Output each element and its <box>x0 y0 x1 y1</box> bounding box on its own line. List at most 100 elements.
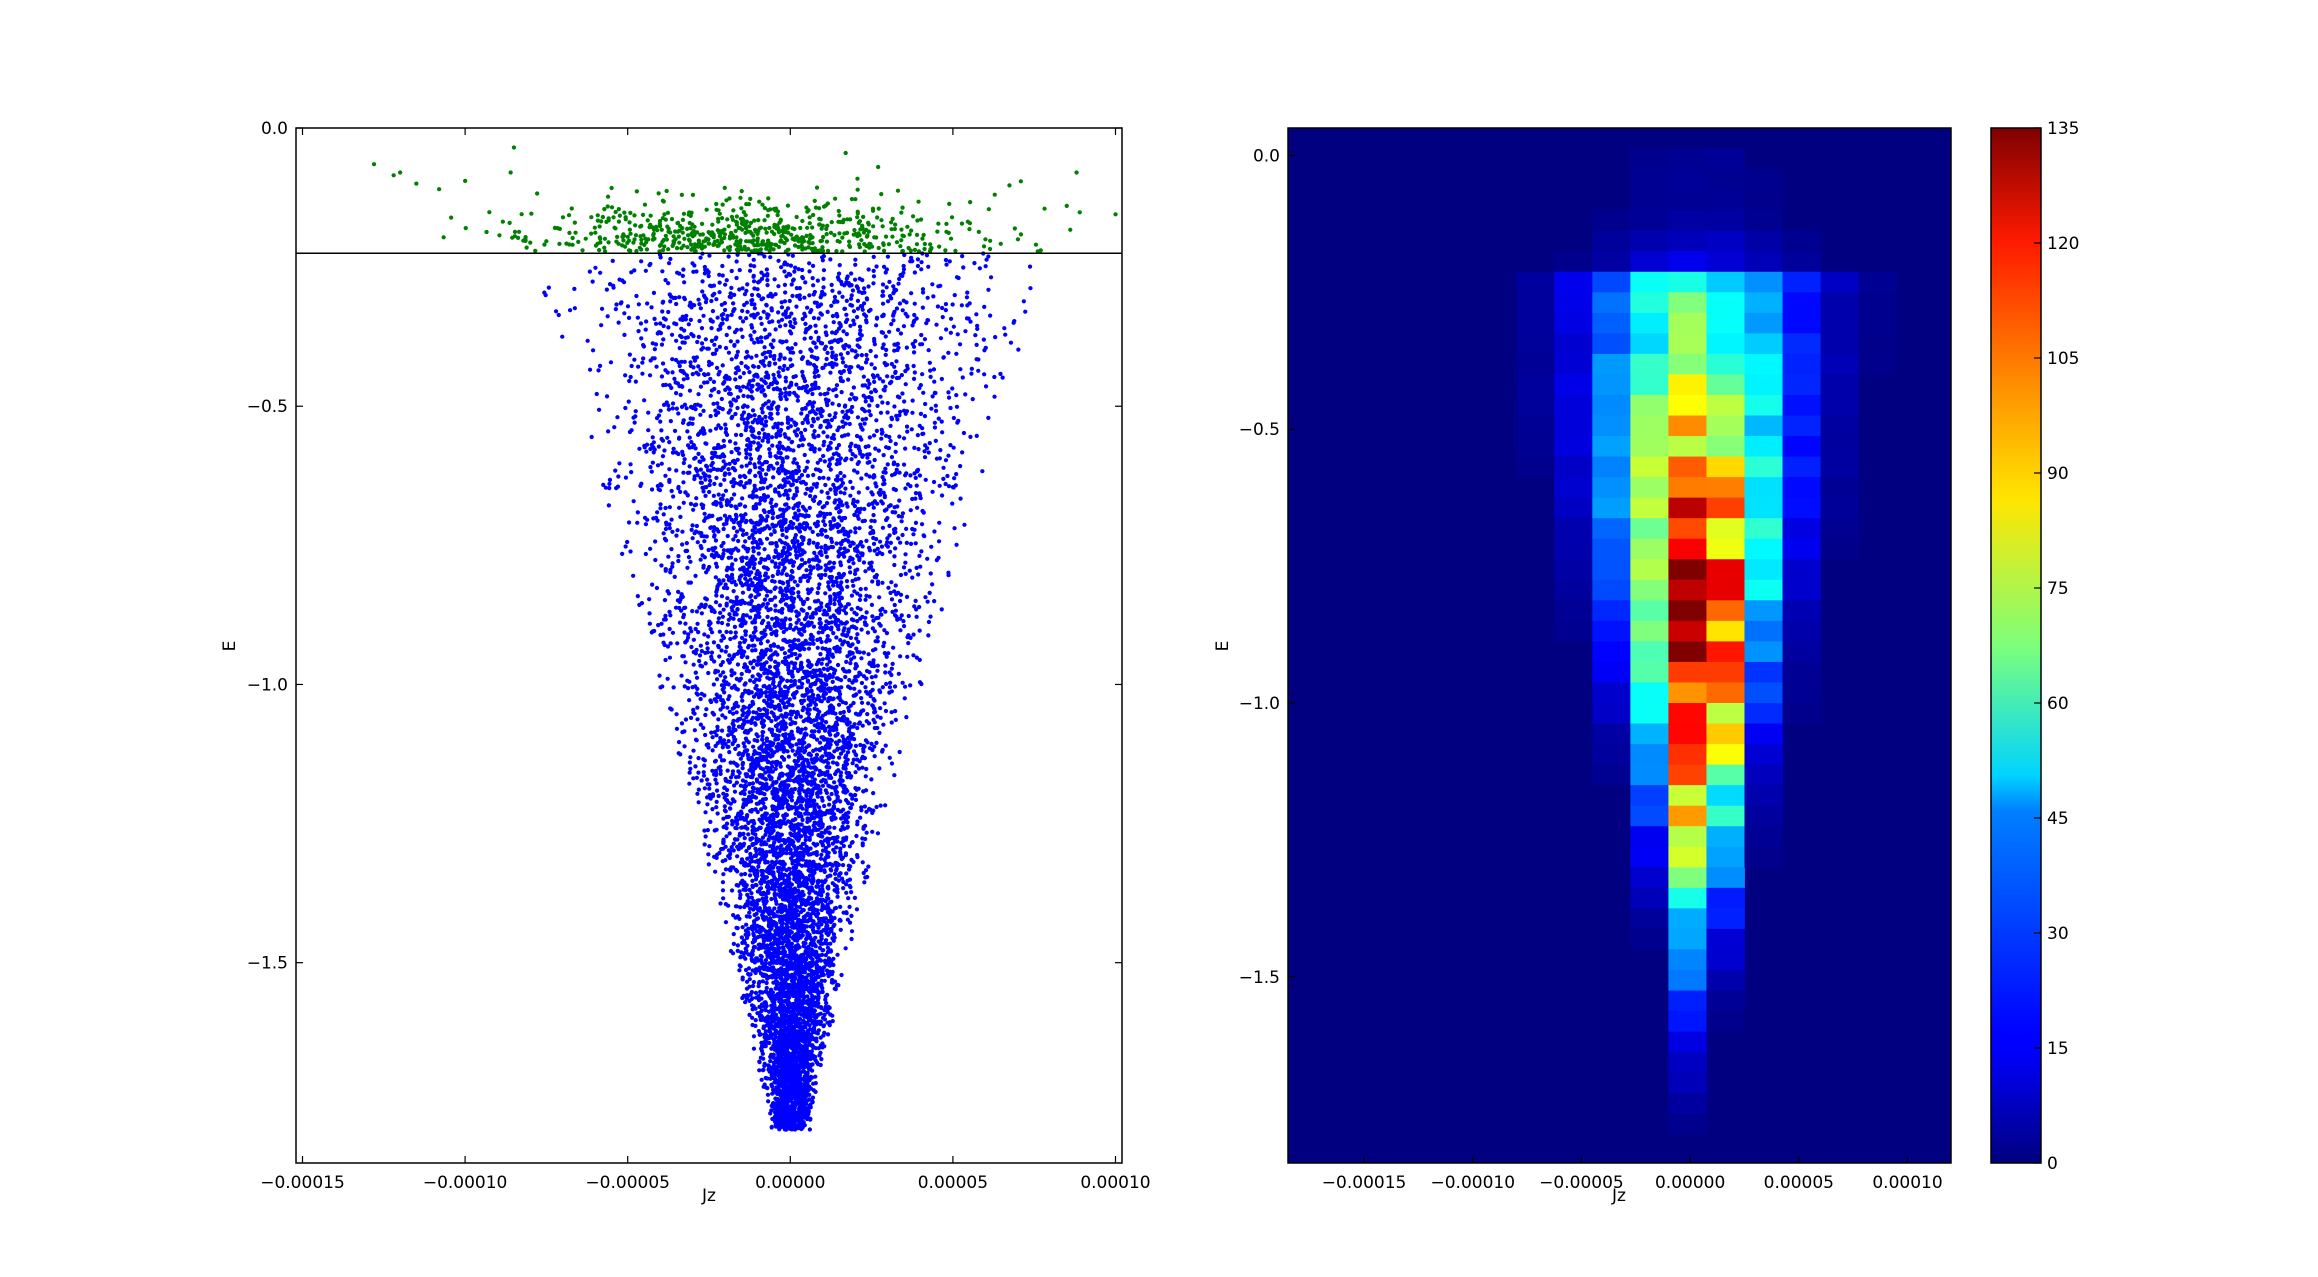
scatter-y-tick-label: 0.0 <box>261 119 288 139</box>
heatmap-cell <box>1668 949 1707 971</box>
heatmap-cell <box>1706 230 1745 252</box>
heatmap-cell <box>1782 703 1821 724</box>
heatmap-cell <box>1630 785 1669 807</box>
heatmap-cell <box>1630 333 1669 355</box>
heatmap-cell <box>1744 600 1783 622</box>
heatmap-cell <box>1706 579 1745 601</box>
heatmap-cell <box>1706 210 1745 232</box>
heatmap-cell <box>1668 189 1707 211</box>
heatmap-cell <box>1668 703 1707 724</box>
heatmap-cell <box>1706 682 1745 704</box>
heatmap-cell <box>1706 744 1745 766</box>
heatmap-cell <box>1630 456 1669 478</box>
heatmap-y-tick-label: −0.5 <box>1239 420 1280 440</box>
heatmap-cell <box>1706 312 1745 334</box>
heatmap-cell <box>1782 661 1821 683</box>
heatmap-cell <box>1592 497 1631 519</box>
heatmap-cell <box>1630 189 1669 211</box>
heatmap-cell <box>1744 497 1783 519</box>
heatmap-cell <box>1630 559 1669 581</box>
heatmap-cell <box>1668 744 1707 766</box>
heatmap-cell <box>1706 703 1745 724</box>
heatmap-cell <box>1668 579 1707 601</box>
heatmap-cell <box>1554 477 1593 499</box>
heatmap-cell <box>1592 703 1631 724</box>
heatmap-cell <box>1706 251 1745 273</box>
heatmap-cell <box>1630 415 1669 437</box>
heatmap-cell <box>1630 805 1669 827</box>
heatmap-cell <box>1744 703 1783 724</box>
heatmap-cell <box>1782 559 1821 581</box>
heatmap-cell <box>1706 415 1745 437</box>
heatmap-cell <box>1706 908 1745 930</box>
heatmap-cell <box>1706 538 1745 560</box>
heatmap-cell <box>1630 641 1669 663</box>
heatmap-cell <box>1554 579 1593 601</box>
scatter-y-tick-label: −1.5 <box>247 954 288 974</box>
heatmap-cell <box>1782 374 1821 396</box>
heatmap-cell <box>1706 271 1745 293</box>
heatmap-cell <box>1744 271 1783 293</box>
heatmap-cell <box>1668 969 1707 991</box>
heatmap-cell <box>1592 538 1631 560</box>
heatmap-cell <box>1782 477 1821 499</box>
scatter-y-axis-label: E <box>220 641 240 652</box>
heatmap-cell <box>1630 887 1669 909</box>
heatmap-cell <box>1554 312 1593 334</box>
heatmap-cell <box>1516 374 1555 396</box>
heatmap-cell <box>1554 600 1593 622</box>
heatmap-cell <box>1668 723 1707 745</box>
heatmap-cell <box>1706 949 1745 971</box>
heatmap-cell <box>1668 600 1707 622</box>
heatmap-cell <box>1744 477 1783 499</box>
heatmap-cell <box>1782 394 1821 416</box>
heatmap-cell <box>1668 867 1707 889</box>
heatmap-cell <box>1516 353 1555 375</box>
heatmap-y-tick-label: 0.0 <box>1253 146 1280 166</box>
heatmap-cell <box>1858 353 1898 375</box>
scatter-x-tick-label: 0.00005 <box>918 1173 988 1193</box>
heatmap-cell <box>1592 764 1631 786</box>
heatmap-cell <box>1592 230 1631 252</box>
heatmap-cell <box>1706 641 1745 663</box>
heatmap-cell <box>1516 436 1555 457</box>
heatmap-cell <box>1630 292 1669 314</box>
heatmap-cell <box>1668 1011 1707 1032</box>
heatmap-cell <box>1668 477 1707 499</box>
heatmap-cell <box>1706 169 1745 191</box>
heatmap-cell <box>1744 620 1783 642</box>
heatmap-cell <box>1668 251 1707 273</box>
heatmap-cell <box>1668 333 1707 355</box>
heatmap-cell <box>1592 415 1631 437</box>
heatmap-cell <box>1630 148 1669 170</box>
heatmap-cell <box>1554 271 1593 293</box>
heatmap-cell <box>1744 846 1783 868</box>
heatmap-cell <box>1744 189 1783 211</box>
heatmap-cell <box>1668 1052 1707 1074</box>
heatmap-cell <box>1554 518 1593 540</box>
heatmap-cell <box>1706 887 1745 909</box>
heatmap-cell <box>1668 436 1707 457</box>
heatmap-cell <box>1630 230 1669 252</box>
heatmap-cell <box>1592 333 1631 355</box>
scatter-y-tick-label: −1.0 <box>247 675 288 695</box>
colorbar-tick-label: 105 <box>2047 349 2079 369</box>
heatmap-cell <box>1744 785 1783 807</box>
heatmap-cell <box>1706 969 1745 991</box>
colorbar-tick-label: 0 <box>2047 1154 2058 1174</box>
heatmap-cell <box>1744 805 1783 827</box>
colorbar-tick-label: 90 <box>2047 464 2069 484</box>
heatmap-cell <box>1554 436 1593 457</box>
heatmap-cell <box>1554 538 1593 560</box>
heatmap-cell <box>1668 764 1707 786</box>
heatmap-cell <box>1592 744 1631 766</box>
heatmap-cell <box>1668 353 1707 375</box>
colorbar-tick-label: 135 <box>2047 119 2079 139</box>
heatmap-cell <box>1820 415 1860 437</box>
heatmap-cell <box>1630 374 1669 396</box>
heatmap-cell <box>1554 292 1593 314</box>
heatmap-cell <box>1744 723 1783 745</box>
heatmap-cell <box>1554 497 1593 519</box>
heatmap-chart: −0.00015 −0.00010 −0.00005 0.00000 0.00005 0.… <box>1213 127 1952 1206</box>
heatmap-cell <box>1630 394 1669 416</box>
